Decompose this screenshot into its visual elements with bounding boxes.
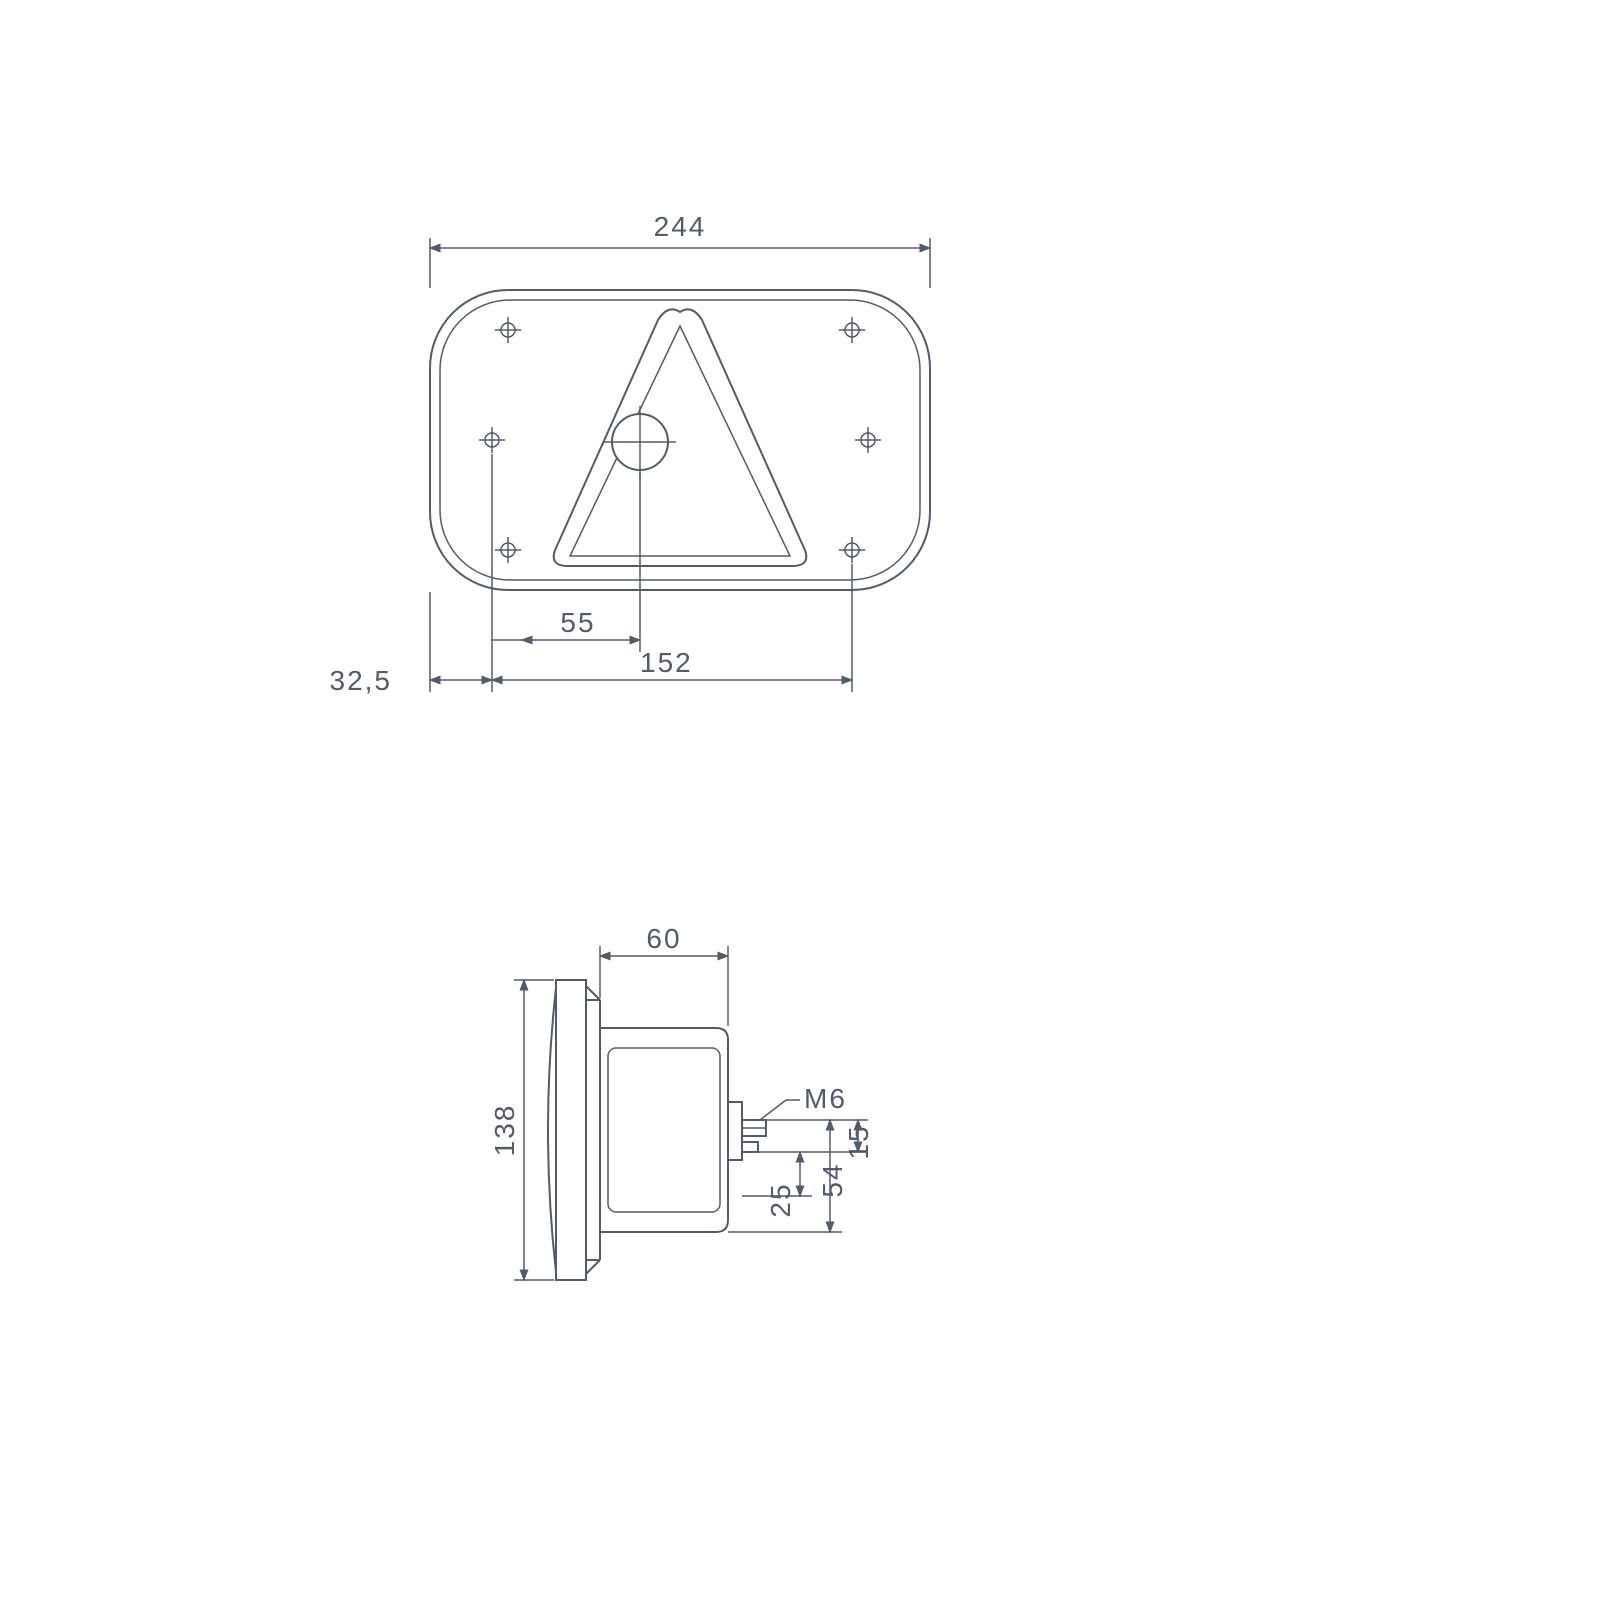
dim-138: 138 [489,980,554,1280]
dim-60: 60 [600,923,728,1026]
dim-label: 15 [843,1124,874,1159]
housing [600,1000,728,1260]
dim-label: 25 [765,1182,796,1217]
dim-label: 32,5 [330,665,393,696]
dim-label: 138 [489,1104,520,1157]
dim-55: 55 [492,607,640,640]
front-view: 244 55 32,5 152 [330,211,931,696]
dim-244: 244 [430,211,930,288]
dim-label: 152 [640,647,693,678]
dim-152: 152 [492,647,852,680]
dim-label: 244 [654,211,707,242]
nut [742,1142,758,1152]
dim-15: 15 [843,1120,874,1160]
front-plate [556,980,586,1280]
dim-label: 54 [817,1162,848,1197]
dim-m6: M6 [760,1083,847,1120]
dim-label: 60 [646,923,681,954]
mounting-boss [728,1102,742,1160]
dim-32-5: 32,5 [330,665,493,696]
side-view: 60 138 M6 15 54 [489,923,874,1280]
dim-label: M6 [804,1083,847,1114]
lens-curve [548,988,556,1272]
dim-25: 25 [765,1152,800,1218]
dim-label: 55 [560,607,595,638]
